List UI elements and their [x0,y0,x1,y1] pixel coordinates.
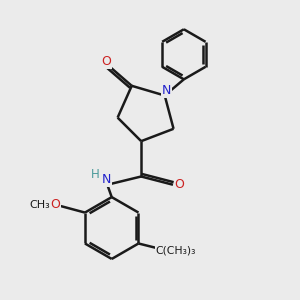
Text: H: H [91,168,99,181]
Text: C(CH₃)₃: C(CH₃)₃ [156,245,196,255]
Text: N: N [102,173,111,186]
Text: N: N [161,84,171,97]
Text: O: O [51,198,60,211]
Text: O: O [175,178,184,191]
Text: CH₃: CH₃ [29,200,50,210]
Text: O: O [101,55,111,68]
